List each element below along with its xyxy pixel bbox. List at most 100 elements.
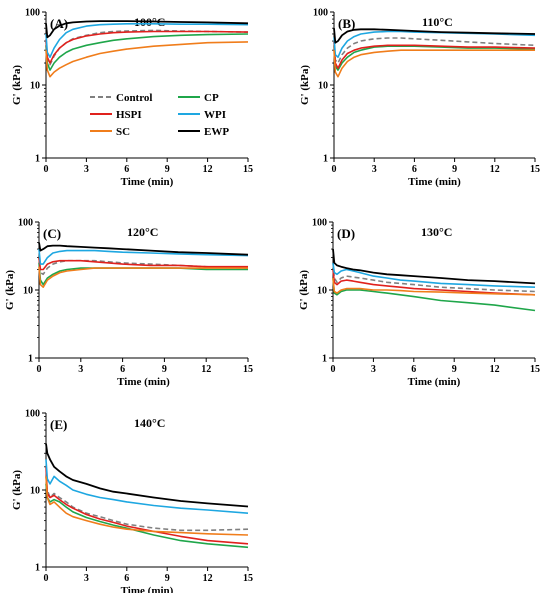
legend-label-cp: CP bbox=[204, 92, 219, 104]
x-tick-label: 6 bbox=[124, 573, 129, 584]
x-tick-label: 3 bbox=[372, 164, 377, 175]
x-tick-label: 6 bbox=[124, 164, 129, 175]
series-line-control bbox=[332, 262, 536, 293]
y-tick-label: 10 bbox=[317, 286, 327, 297]
legend-label-sc: SC bbox=[116, 126, 130, 138]
chart-panel-3: 1 10 100 0 3 6 9 12 15 Time (min) G' (kPa) (C) 120°C bbox=[4, 218, 253, 389]
temperature-label: 110°C bbox=[422, 15, 453, 29]
x-tick-label: 9 bbox=[165, 573, 170, 584]
x-tick-label: 3 bbox=[371, 364, 376, 375]
x-tick-label: 0 bbox=[44, 164, 49, 175]
x-tick-label: 9 bbox=[165, 164, 170, 175]
x-tick-label: 6 bbox=[120, 364, 125, 375]
legend-label-hspi: HSPI bbox=[116, 109, 142, 121]
y-tick-label: 1 bbox=[323, 154, 328, 165]
panel-label: (D) bbox=[337, 226, 355, 241]
series-line-sc bbox=[45, 41, 249, 78]
series-line-sc bbox=[332, 277, 536, 296]
y-tick-label: 1 bbox=[28, 354, 33, 365]
x-tick-label: 3 bbox=[84, 573, 89, 584]
y-tick-label: 1 bbox=[322, 354, 327, 365]
y-axis-title: G' (kPa) bbox=[299, 65, 311, 105]
y-tick-label: 10 bbox=[23, 286, 33, 297]
y-axis-title: G' (kPa) bbox=[298, 270, 310, 310]
x-tick-label: 9 bbox=[162, 364, 167, 375]
legend-label-control: Control bbox=[116, 92, 152, 104]
series-line-ewp bbox=[333, 28, 536, 44]
chart-panel-5: 1 10 100 0 3 6 9 12 15 Time (min) G' (kPa) (E) 140°C bbox=[11, 409, 253, 593]
series-line-wpi bbox=[45, 459, 249, 514]
y-axis-title: G' (kPa) bbox=[11, 470, 23, 510]
x-tick-label: 15 bbox=[530, 164, 540, 175]
x-tick-label: 0 bbox=[331, 364, 336, 375]
series-line-sc bbox=[38, 266, 248, 289]
panel-label: (E) bbox=[50, 417, 67, 432]
y-tick-label: 100 bbox=[25, 409, 40, 420]
chart-panel-2: 1 10 100 0 3 6 9 12 15 Time (min) G' (kPa) (B) 110°C bbox=[299, 8, 540, 189]
series-line-hspi bbox=[38, 257, 248, 271]
x-axis-title: Time (min) bbox=[121, 585, 174, 593]
series-line-control bbox=[45, 476, 249, 532]
series-line-ewp bbox=[45, 20, 249, 39]
x-axis-title: Time (min) bbox=[117, 376, 170, 388]
series-line-sc bbox=[333, 49, 535, 78]
y-tick-label: 100 bbox=[25, 8, 40, 19]
y-tick-label: 10 bbox=[30, 486, 40, 497]
y-axis-title: G' (kPa) bbox=[4, 270, 16, 310]
x-axis-title: Time (min) bbox=[408, 176, 461, 188]
series-line-cp bbox=[332, 277, 536, 312]
chart-panel-4: 1 10 100 0 3 6 9 12 15 Time (min) G' (kPa) (D) 130°C bbox=[298, 218, 540, 389]
series-line-hspi bbox=[333, 40, 536, 69]
series-line-ewp bbox=[332, 249, 536, 285]
x-tick-label: 6 bbox=[411, 364, 416, 375]
x-tick-label: 3 bbox=[84, 164, 89, 175]
series-line-wpi bbox=[38, 249, 249, 265]
x-tick-label: 12 bbox=[490, 364, 500, 375]
series-line-sc bbox=[45, 476, 249, 536]
x-tick-label: 12 bbox=[490, 164, 500, 175]
y-axis-title: G' (kPa) bbox=[11, 65, 23, 105]
y-tick-label: 1 bbox=[35, 154, 40, 165]
y-tick-label: 100 bbox=[18, 218, 33, 229]
y-tick-label: 100 bbox=[313, 8, 328, 19]
x-tick-label: 0 bbox=[332, 164, 337, 175]
legend-label-wpi: WPI bbox=[204, 109, 226, 121]
panel-label: (A) bbox=[50, 16, 68, 31]
legend: Control CP HSPI WPI SC EWP bbox=[90, 92, 229, 138]
y-tick-label: 100 bbox=[312, 218, 327, 229]
temperature-label: 130°C bbox=[421, 225, 452, 239]
legend-label-ewp: EWP bbox=[204, 126, 229, 138]
y-tick-label: 10 bbox=[318, 81, 328, 92]
x-tick-label: 3 bbox=[78, 364, 83, 375]
series-line-ewp bbox=[38, 242, 249, 256]
x-tick-label: 12 bbox=[203, 573, 213, 584]
series-line-wpi bbox=[45, 22, 249, 59]
x-tick-label: 15 bbox=[243, 573, 253, 584]
x-tick-label: 15 bbox=[243, 364, 253, 375]
series-line-cp bbox=[45, 483, 249, 549]
x-tick-label: 0 bbox=[44, 573, 49, 584]
y-tick-label: 1 bbox=[35, 563, 40, 574]
series-line-hspi bbox=[45, 466, 249, 545]
panel-label: (C) bbox=[43, 226, 61, 241]
x-tick-label: 12 bbox=[203, 164, 213, 175]
series-line-cp bbox=[45, 33, 249, 71]
x-tick-label: 9 bbox=[452, 364, 457, 375]
x-tick-label: 12 bbox=[201, 364, 211, 375]
series-line-hspi bbox=[45, 30, 249, 64]
x-tick-label: 15 bbox=[243, 164, 253, 175]
series-line-control bbox=[333, 37, 536, 64]
temperature-label: 140°C bbox=[134, 416, 165, 430]
x-tick-label: 6 bbox=[412, 164, 417, 175]
x-tick-label: 0 bbox=[37, 364, 42, 375]
y-tick-label: 10 bbox=[30, 81, 40, 92]
x-axis-title: Time (min) bbox=[408, 376, 461, 388]
panel-label: (B) bbox=[338, 16, 355, 31]
x-tick-label: 15 bbox=[530, 364, 540, 375]
temperature-label: 120°C bbox=[127, 225, 158, 239]
series-line-ewp bbox=[45, 443, 249, 508]
series-line-cp bbox=[333, 45, 536, 71]
series-line-wpi bbox=[332, 262, 536, 288]
